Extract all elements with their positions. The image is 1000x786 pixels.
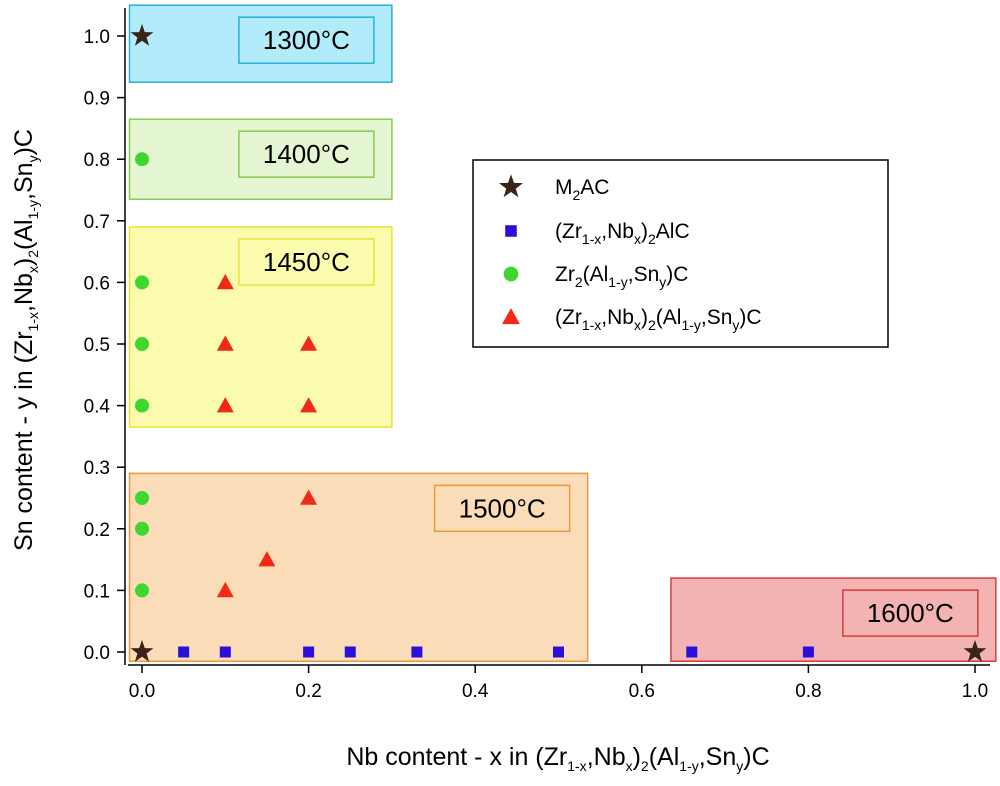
region-label-box-1600-c bbox=[842, 589, 979, 637]
x-axis-title: Nb content - x in (Zr1-x,Nbx)2(Al1-y,Sny… bbox=[346, 743, 769, 774]
axes: 0.0 0.2 0.4 0.6 0.8 1.0 0.0 0.1 0.2 0.3 0.4 0.5 0.6 0… bbox=[84, 8, 990, 702]
legend: M2AC (Zr1-x,Nbx)2AlC Zr2(Al1-y,Sny)C (Zr… bbox=[472, 159, 889, 348]
region-label-box-1300-c bbox=[238, 16, 375, 64]
y-axis-title: Sn content - y in (Zr1-x,Nbx)2(Al1-y,Sny… bbox=[10, 129, 41, 551]
data-point-circle bbox=[135, 521, 149, 536]
legend-marker-triangle bbox=[502, 308, 520, 325]
data-point-triangle bbox=[216, 581, 234, 598]
legend-marker-star bbox=[499, 174, 523, 198]
data-point-circle bbox=[135, 583, 149, 598]
legend-label-zrnb-alc: (Zr1-x,Nbx)2AlC bbox=[555, 220, 690, 247]
data-point-star bbox=[963, 640, 987, 662]
data-point-star bbox=[130, 24, 154, 46]
data-point-square bbox=[411, 646, 423, 658]
data-point-square bbox=[178, 646, 190, 658]
legend-marker-square bbox=[505, 225, 517, 237]
legend-label-m2ac: M2AC bbox=[555, 176, 609, 203]
region-label-1600-c: 1600°C bbox=[867, 598, 954, 628]
data-point-square bbox=[219, 646, 231, 658]
y-tick-label: 0.7 bbox=[84, 212, 110, 233]
x-tick-label: 0.4 bbox=[462, 681, 489, 702]
x-tick-label: 0.0 bbox=[129, 681, 155, 702]
region-label-1400-c: 1400°C bbox=[263, 139, 350, 169]
data-point-square bbox=[802, 646, 814, 658]
y-tick-label: 0.0 bbox=[84, 643, 110, 664]
y-tick-label: 0.3 bbox=[84, 458, 110, 479]
data-point-circle bbox=[135, 152, 149, 167]
y-tick-label: 0.1 bbox=[84, 581, 110, 602]
region-label-box-1500-c bbox=[433, 484, 571, 533]
region-1450-c bbox=[128, 226, 393, 428]
x-tick-label: 1.0 bbox=[962, 681, 988, 702]
data-point-triangle bbox=[300, 335, 318, 351]
data-point-triangle bbox=[216, 397, 234, 413]
legend-box bbox=[472, 159, 889, 348]
y-tick-label: 0.5 bbox=[84, 335, 110, 356]
y-tick-label: 0.2 bbox=[84, 520, 110, 541]
data-point-triangle bbox=[300, 489, 318, 505]
data-point-triangle bbox=[216, 273, 234, 290]
y-tick-label: 0.6 bbox=[84, 273, 110, 294]
region-label-1300-c: 1300°C bbox=[263, 25, 350, 55]
legend-label-zrnb-alsn-c: (Zr1-x,Nbx)2(Al1-y,Sny)C bbox=[555, 306, 762, 333]
x-tick-label: 0.8 bbox=[795, 681, 821, 702]
data-point-circle bbox=[135, 491, 149, 505]
data-point-circle bbox=[135, 398, 149, 413]
region-label-box-1450-c bbox=[238, 238, 375, 286]
region-1300-c bbox=[128, 4, 393, 83]
y-tick-label: 0.4 bbox=[84, 397, 111, 418]
data-point-circle bbox=[135, 337, 149, 351]
data-point-triangle bbox=[300, 397, 318, 413]
y-tick-label: 0.9 bbox=[84, 89, 110, 110]
data-point-square bbox=[303, 646, 315, 658]
region-1600-c bbox=[670, 577, 997, 662]
x-tick-label: 0.2 bbox=[295, 681, 321, 702]
y-tick-label: 1.0 bbox=[84, 27, 110, 48]
x-tick-label: 0.6 bbox=[629, 681, 655, 702]
data-point-triangle bbox=[258, 551, 276, 567]
data-point-square bbox=[686, 646, 698, 658]
data-point-star bbox=[130, 640, 154, 662]
data-point-square bbox=[344, 646, 356, 658]
data-points bbox=[130, 24, 987, 662]
data-point-triangle bbox=[216, 335, 234, 351]
data-point-square bbox=[553, 646, 564, 658]
region-label-box-1400-c bbox=[238, 130, 375, 178]
region-label-1450-c: 1450°C bbox=[263, 247, 350, 277]
region-label-1500-c: 1500°C bbox=[459, 493, 546, 523]
y-tick-label: 0.8 bbox=[84, 150, 110, 171]
legend-marker-circle bbox=[503, 266, 519, 282]
region-1400-c bbox=[128, 118, 393, 200]
temperature-regions: 1300°C 1400°C 1450°C 1500°C 1600°C bbox=[128, 4, 997, 662]
region-1500-c bbox=[128, 472, 589, 662]
data-point-circle bbox=[135, 275, 149, 290]
